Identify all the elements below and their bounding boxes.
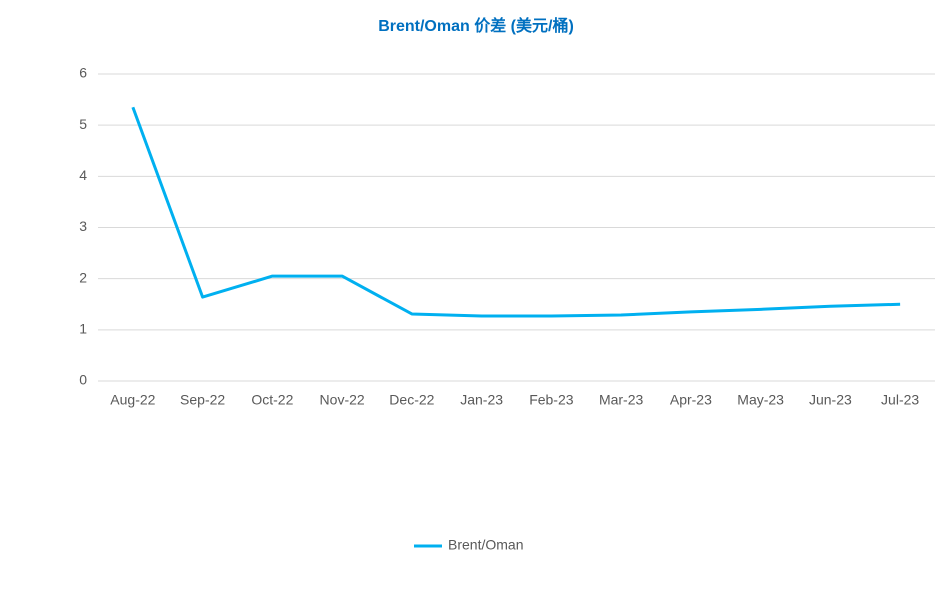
y-tick-label: 2 [79,269,87,285]
y-tick-label: 6 [79,65,87,81]
legend-label: Brent/Oman [448,537,523,553]
y-tick-label: 0 [79,372,87,388]
y-tick-label: 3 [79,218,87,234]
x-tick-label: Jun-23 [809,392,852,408]
x-tick-label: Aug-22 [110,392,155,408]
chart-title: Brent/Oman 价差 (美元/桶) [378,16,574,35]
y-tick-label: 1 [79,321,87,337]
x-tick-label: Apr-23 [670,392,712,408]
x-tick-label: May-23 [737,392,784,408]
x-tick-label: Jan-23 [460,392,503,408]
series-line [131,106,901,318]
x-tick-label: Nov-22 [320,392,365,408]
x-tick-label: Oct-22 [251,392,293,408]
y-tick-label: 5 [79,116,87,132]
x-tick-label: Dec-22 [389,392,434,408]
y-tick-label: 4 [79,167,87,183]
x-tick-label: Jul-23 [881,392,919,408]
x-tick-label: Feb-23 [529,392,574,408]
x-tick-label: Mar-23 [599,392,644,408]
x-tick-label: Sep-22 [180,392,225,408]
